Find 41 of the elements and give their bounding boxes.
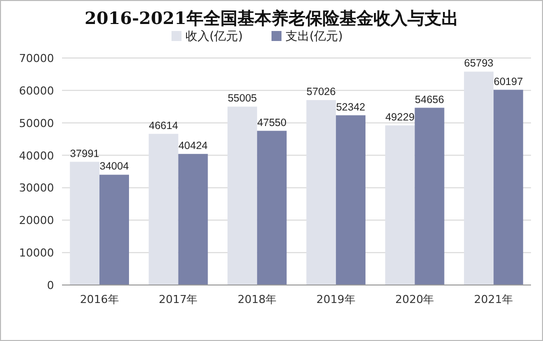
y-tick-label: 0 [47, 279, 54, 292]
data-label: 47550 [257, 116, 287, 129]
y-tick-label: 10000 [19, 246, 54, 260]
x-tick-label: 2018年 [238, 293, 277, 306]
bar [257, 130, 287, 285]
data-label: 52342 [336, 101, 366, 114]
bar [306, 100, 336, 285]
bar [70, 162, 100, 285]
y-tick-label: 50000 [19, 116, 54, 130]
data-label: 49229 [385, 111, 415, 124]
data-label: 60197 [494, 76, 524, 88]
data-label: 65793 [464, 58, 494, 70]
data-label: 57026 [306, 86, 336, 98]
data-label: 40424 [178, 140, 208, 152]
bar [385, 125, 415, 285]
bar [494, 90, 524, 285]
x-tick-label: 2021年 [474, 293, 514, 306]
legend-label: 支出(亿元) [286, 29, 343, 43]
x-tick-label: 2016年 [80, 293, 119, 306]
y-tick-label: 30000 [19, 182, 54, 195]
data-label: 55005 [228, 92, 258, 105]
x-tick-label: 2020年 [395, 293, 434, 306]
bar [148, 134, 178, 285]
data-label: 37991 [70, 148, 100, 160]
bar [414, 108, 444, 285]
data-label: 54656 [414, 94, 444, 106]
x-tick-label: 2017年 [158, 293, 198, 306]
data-label: 46614 [148, 120, 178, 132]
chart-title: 2016-2021年全国基本养老保险基金收入与支出 [84, 9, 458, 29]
bar [464, 72, 494, 285]
y-tick-label: 60000 [19, 84, 54, 98]
x-tick-label: 2019年 [316, 293, 356, 306]
y-tick-label: 70000 [19, 52, 54, 65]
y-tick-label: 20000 [19, 214, 54, 228]
bar [99, 174, 129, 285]
data-label: 34004 [100, 160, 129, 173]
bar [336, 115, 366, 285]
y-tick-label: 40000 [19, 149, 54, 162]
legend-label: 收入(亿元) [186, 29, 243, 43]
bar [178, 154, 208, 285]
bar [228, 106, 258, 285]
